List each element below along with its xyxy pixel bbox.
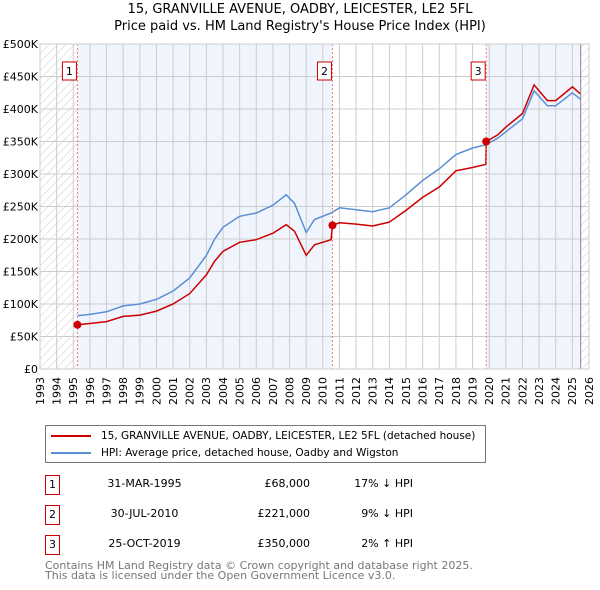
transaction-number: 1 xyxy=(45,475,60,495)
y-tick-label: £200K xyxy=(3,233,39,246)
transaction-row: 1 31-MAR-1995 £68,000 17% ↓ HPI xyxy=(45,475,445,495)
chart-subtitle: Price paid vs. HM Land Registry's House … xyxy=(114,19,486,34)
footer-line2: This data is licensed under the Open Gov… xyxy=(45,569,396,582)
x-tick-label: 2011 xyxy=(333,377,346,405)
x-tick-label: 1993 xyxy=(34,377,47,405)
x-tick-label: 2000 xyxy=(150,377,163,405)
x-tick-label: 1997 xyxy=(100,377,113,405)
x-tick-label: 2018 xyxy=(450,377,463,405)
transaction-date: 30-JUL-2010 xyxy=(110,507,179,520)
transaction-price: £221,000 xyxy=(257,507,311,520)
sale-point xyxy=(482,137,491,146)
sale-point xyxy=(73,320,82,329)
x-tick-label: 2010 xyxy=(317,377,330,405)
x-tick-label: 1996 xyxy=(84,377,97,405)
footer-line1: Contains HM Land Registry data © Crown c… xyxy=(45,559,473,572)
x-tick-label: 2005 xyxy=(233,377,246,405)
x-tick-label: 2021 xyxy=(500,377,513,405)
x-tick-label: 2019 xyxy=(466,377,479,405)
legend-swatch-hpi xyxy=(51,452,91,454)
y-tick-label: £0 xyxy=(24,363,38,376)
transaction-hpi-diff: 2% ↑ HPI xyxy=(361,537,413,550)
x-tick-label: 2008 xyxy=(283,377,296,405)
sale-point xyxy=(328,221,337,230)
footer: Contains HM Land Registry data © Crown c… xyxy=(45,559,473,582)
sale-label: 2 xyxy=(321,65,328,78)
x-tick-label: 2020 xyxy=(483,377,496,405)
legend-hpi: HPI: Average price, detached house, Oadb… xyxy=(101,447,399,459)
x-tick-label: 2026 xyxy=(583,377,596,405)
x-tick-label: 2002 xyxy=(184,377,197,405)
x-tick-label: 2025 xyxy=(566,377,579,405)
transaction-number: 2 xyxy=(45,505,60,525)
x-tick-label: 2003 xyxy=(200,377,213,405)
x-tick-label: 1999 xyxy=(134,377,147,405)
transaction-hpi-diff: 17% ↓ HPI xyxy=(354,477,413,490)
transaction-date: 31-MAR-1995 xyxy=(107,477,182,490)
x-tick-label: 1995 xyxy=(67,377,80,405)
transaction-row: 3 25-OCT-2019 £350,000 2% ↑ HPI xyxy=(45,535,445,555)
transaction-price: £350,000 xyxy=(257,537,311,550)
y-tick-label: £250K xyxy=(3,201,39,214)
x-tick-label: 2015 xyxy=(400,377,413,405)
x-tick-label: 2016 xyxy=(416,377,429,405)
x-tick-label: 2023 xyxy=(533,377,546,405)
x-tick-label: 2009 xyxy=(300,377,313,405)
plot-border xyxy=(39,43,590,370)
sale-label-box xyxy=(61,61,77,81)
x-tick-label: 2012 xyxy=(350,377,363,405)
legend-swatch-property xyxy=(51,435,91,437)
x-tick-label: 1998 xyxy=(117,377,130,405)
price-chart: 1 2 3 1993 1994 1995 1996 1997 1998 1999 2000 2001 2… xyxy=(3,38,596,405)
hpi-line xyxy=(77,89,582,317)
sale-label: 1 xyxy=(66,65,73,78)
transaction-price: £68,000 xyxy=(264,477,311,490)
sale-label: 3 xyxy=(475,65,482,78)
chart-title: 15, GRANVILLE AVENUE, OADBY, LEICESTER, … xyxy=(127,2,473,17)
transaction-number: 3 xyxy=(45,535,60,555)
x-tick-label: 1994 xyxy=(50,377,63,405)
x-tick-label: 2001 xyxy=(167,377,180,405)
x-tick-label: 2006 xyxy=(250,377,263,405)
y-tick-label: £500K xyxy=(3,38,39,51)
legend: 15, GRANVILLE AVENUE, OADBY, LEICESTER, … xyxy=(45,425,486,463)
y-tick-label: £400K xyxy=(3,103,39,116)
y-tick-label: £450K xyxy=(3,71,39,84)
transaction-hpi-diff: 9% ↓ HPI xyxy=(361,507,413,520)
sale-label-box xyxy=(316,61,332,81)
transaction-date: 25-OCT-2019 xyxy=(108,537,181,550)
y-tick-label: £50K xyxy=(10,331,39,344)
x-tick-label: 2022 xyxy=(516,377,529,405)
x-tick-label: 2014 xyxy=(383,377,396,405)
x-tick-label: 2007 xyxy=(267,377,280,405)
x-tick-label: 2017 xyxy=(433,377,446,405)
x-tick-label: 2013 xyxy=(367,377,380,405)
y-tick-label: £100K xyxy=(3,298,39,311)
y-tick-label: £150K xyxy=(3,266,39,279)
x-tick-label: 2024 xyxy=(550,377,563,405)
y-tick-label: £350K xyxy=(3,136,39,149)
legend-property: 15, GRANVILLE AVENUE, OADBY, LEICESTER, … xyxy=(101,430,476,442)
transaction-row: 2 30-JUL-2010 £221,000 9% ↓ HPI xyxy=(45,505,445,525)
y-tick-label: £300K xyxy=(3,168,39,181)
x-tick-label: 2004 xyxy=(217,377,230,405)
sale-label-box xyxy=(470,61,486,81)
